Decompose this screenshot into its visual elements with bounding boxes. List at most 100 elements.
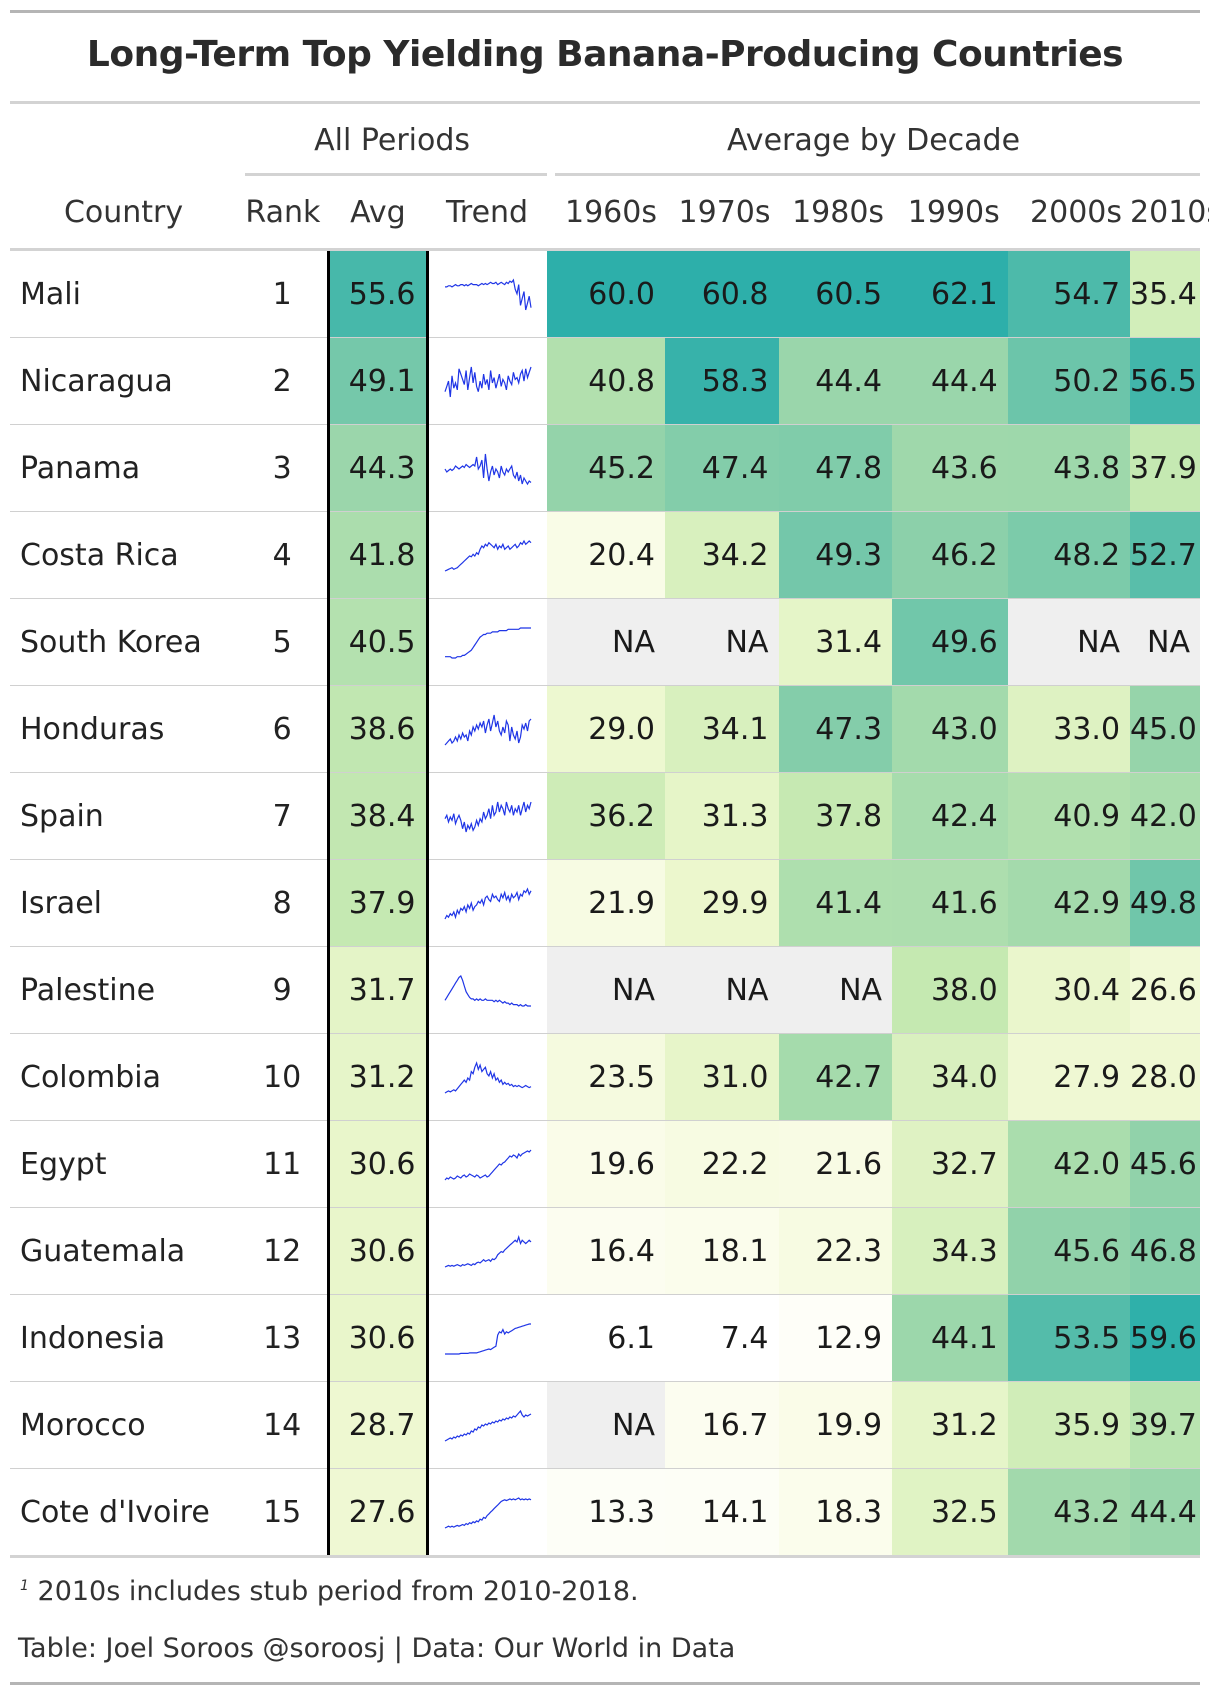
bottom-rule <box>10 1682 1200 1685</box>
table-row: Guatemala 12 30.6 16.4 18.1 22.3 34.3 45.6 46.8 <box>10 1207 1200 1295</box>
col-header-rank: Rank <box>237 176 329 251</box>
rank-cell: 12 <box>237 1207 329 1295</box>
rank-cell: 6 <box>237 685 329 773</box>
trend-line <box>444 453 532 486</box>
banana-yield-table: All Periods Average by Decade Country Ra… <box>10 104 1209 1558</box>
decade-cell: 43.2 <box>1007 1468 1131 1558</box>
col-header-1970s: 1970s <box>664 176 779 251</box>
top-rule <box>10 10 1200 13</box>
trend-cell <box>427 249 548 338</box>
decade-cell: 14.1 <box>664 1468 779 1558</box>
avg-cell: 30.6 <box>327 1120 429 1208</box>
country-cell: Colombia <box>10 1033 238 1121</box>
decade-cell: 31.0 <box>664 1033 779 1121</box>
trend-sparkline <box>444 1323 531 1355</box>
trend-line <box>444 801 532 833</box>
decade-cell: 45.6 <box>1007 1207 1131 1295</box>
col-header-2010s: 2010s1 <box>1130 176 1209 251</box>
decade-cell: 16.7 <box>664 1381 779 1469</box>
table-row: Cote d'Ivoire 15 27.6 13.3 14.1 18.3 32.5 43.2 4… <box>10 1468 1200 1558</box>
trend-line <box>444 1234 532 1268</box>
trend-line <box>444 278 532 311</box>
trend-cell <box>427 1294 548 1382</box>
decade-cell: 33.0 <box>1007 685 1131 773</box>
avg-cell: 38.4 <box>327 772 429 860</box>
rank-cell: 15 <box>237 1468 329 1558</box>
spanner-all-periods: All Periods <box>237 104 548 176</box>
table-row: South Korea 5 40.5 NA NA 31.4 49.6 NA NA <box>10 598 1200 686</box>
spanner-average-by-decade: Average by Decade <box>547 104 1200 176</box>
country-cell: Cote d'Ivoire <box>10 1468 238 1558</box>
avg-cell: 28.7 <box>327 1381 429 1469</box>
trend-line <box>444 539 532 572</box>
decade-cell: 49.8 <box>1130 859 1200 947</box>
rank-cell: 5 <box>237 598 329 686</box>
trend-cell <box>427 946 548 1034</box>
trend-sparkline <box>444 1497 532 1529</box>
decade-cell: 46.8 <box>1130 1207 1200 1295</box>
country-cell: Honduras <box>10 685 238 773</box>
decade-cell: 38.0 <box>892 946 1008 1034</box>
rank-cell: 7 <box>237 772 329 860</box>
avg-cell: 31.2 <box>327 1033 429 1121</box>
table-row: Indonesia 13 30.6 6.1 7.4 12.9 44.1 53.5 59.6 <box>10 1294 1200 1382</box>
avg-cell: 41.8 <box>327 511 429 599</box>
decade-cell: 62.1 <box>892 249 1008 338</box>
col-header-2000s: 2000s <box>1007 176 1131 251</box>
trend-cell <box>427 1207 548 1295</box>
trend-cell <box>427 685 548 773</box>
decade-cell: 43.8 <box>1007 424 1131 512</box>
rank-cell: 4 <box>237 511 329 599</box>
table-row: Spain 7 38.4 36.2 31.3 37.8 42.4 40.9 42.0 <box>10 772 1200 860</box>
decade-cell: 26.6 <box>1130 946 1200 1034</box>
country-cell: Palestine <box>10 946 238 1034</box>
decade-cell: 31.4 <box>778 598 893 686</box>
trend-sparkline <box>444 1061 532 1094</box>
trend-sparkline <box>444 278 532 311</box>
decade-cell: 22.3 <box>778 1207 893 1295</box>
decade-cell: 52.7 <box>1130 511 1200 599</box>
col-header-1990s: 1990s <box>892 176 1008 251</box>
trend-line <box>444 1323 531 1355</box>
trend-cell <box>427 859 548 947</box>
decade-cell: 37.8 <box>778 772 893 860</box>
rank-cell: 10 <box>237 1033 329 1121</box>
col-header-trend: Trend <box>427 176 548 251</box>
decade-cell: 60.8 <box>664 249 779 338</box>
table-row: Mali 1 55.6 60.0 60.8 60.5 62.1 54.7 35.4 <box>10 249 1200 338</box>
decade-cell: 29.9 <box>664 859 779 947</box>
decade-cell: 60.5 <box>778 249 893 338</box>
decade-cell: 21.6 <box>778 1120 893 1208</box>
decade-cell: 48.2 <box>1007 511 1131 599</box>
col-header-avg: Avg <box>328 176 428 251</box>
trend-line <box>444 1149 532 1181</box>
trend-cell <box>427 1468 548 1558</box>
avg-cell: 38.6 <box>327 685 429 773</box>
decade-cell: 18.3 <box>778 1468 893 1558</box>
decade-cell: 21.9 <box>547 859 665 947</box>
decade-cell: 20.4 <box>547 511 665 599</box>
table-container: Long-Term Top Yielding Banana-Producing … <box>10 10 1209 1685</box>
decade-cell: 39.7 <box>1130 1381 1200 1469</box>
decade-cell: 32.5 <box>892 1468 1008 1558</box>
rank-cell: 11 <box>237 1120 329 1208</box>
avg-cell: 27.6 <box>327 1468 429 1558</box>
rank-cell: 9 <box>237 946 329 1034</box>
decade-cell: NA <box>547 1381 665 1469</box>
decade-cell: 45.6 <box>1130 1120 1200 1208</box>
trend-line <box>444 627 531 659</box>
country-cell: Nicaragua <box>10 337 238 425</box>
table-row: Egypt 11 30.6 19.6 22.2 21.6 32.7 42.0 45.6 <box>10 1120 1200 1208</box>
decade-cell: 40.8 <box>547 337 665 425</box>
table-row: Palestine 9 31.7 NA NA NA 38.0 30.4 26.6 <box>10 946 1200 1034</box>
decade-cell: 41.4 <box>778 859 893 947</box>
trend-line <box>444 975 531 1007</box>
rank-cell: 13 <box>237 1294 329 1382</box>
col-header-1960s: 1960s <box>547 176 665 251</box>
trend-sparkline <box>444 1234 532 1268</box>
country-cell: Morocco <box>10 1381 238 1469</box>
country-cell: Egypt <box>10 1120 238 1208</box>
col-header-country: Country <box>10 176 238 251</box>
decade-cell: 45.0 <box>1130 685 1200 773</box>
avg-cell: 30.6 <box>327 1294 429 1382</box>
